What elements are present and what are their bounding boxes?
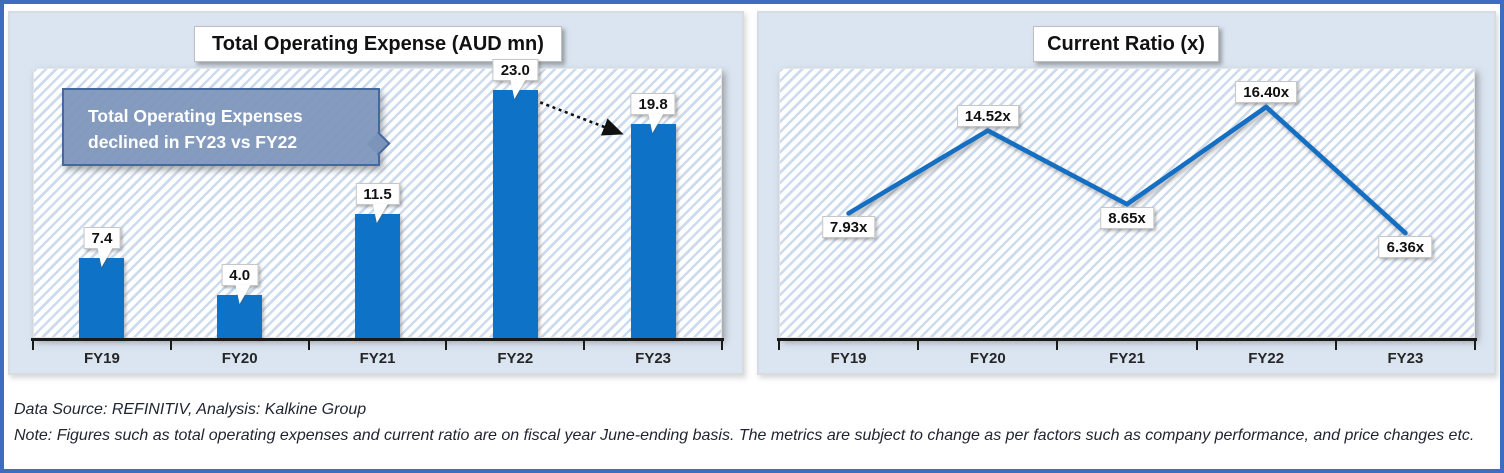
footer-notes: Data Source: REFINITIV, Analysis: Kalkin… (14, 397, 1488, 449)
x-axis-label: FY19 (83, 350, 120, 367)
x-axis-tick (169, 341, 172, 350)
line-data-label: 6.36x (1378, 236, 1433, 258)
bar-data-label: 19.8 (630, 93, 676, 116)
bar-FY19 (79, 258, 125, 338)
x-axis-label: FY19 (830, 350, 867, 367)
x-axis-tick (445, 341, 448, 350)
x-axis-label: FY22 (1248, 350, 1285, 367)
ratio-chart-title: Current Ratio (x) (1033, 26, 1219, 62)
annotation-callout: Total Operating Expenses declined in FY2… (62, 88, 380, 166)
x-axis-tick (1334, 341, 1337, 350)
line-data-label: 16.40x (1235, 80, 1298, 103)
x-axis-tick (1474, 341, 1476, 350)
line-data-label: 7.93x (821, 216, 876, 239)
decline-arrow (533, 98, 624, 136)
x-axis-label: FY21 (1109, 350, 1145, 367)
line-data-label: 14.52x (956, 104, 1019, 127)
x-axis-tick (307, 341, 310, 350)
bar-FY23 (630, 124, 676, 338)
footer-source: Data Source: REFINITIV, Analysis: Kalkin… (14, 401, 367, 418)
x-axis-tick (721, 341, 723, 350)
line-series (846, 104, 1408, 236)
x-axis-label: FY20 (221, 350, 258, 367)
x-axis-label: FY23 (635, 350, 672, 367)
x-axis-tick (778, 341, 780, 350)
x-axis (31, 338, 724, 341)
x-axis-label: FY21 (359, 350, 396, 367)
x-axis-tick (917, 341, 920, 350)
x-axis-label: FY23 (1387, 350, 1424, 367)
x-axis (777, 338, 1477, 341)
x-axis-tick (1056, 341, 1059, 350)
annotation-text: Total Operating Expenses declined in FY2… (88, 106, 303, 152)
current-ratio-line (846, 104, 1408, 236)
bar-data-label: 11.5 (355, 182, 400, 205)
figure-stage: Total Operating Expense (AUD mn) Total O… (4, 4, 1500, 469)
bar-FY21 (355, 213, 400, 338)
line-data-label: 8.65x (1100, 207, 1154, 230)
x-axis-tick (1195, 341, 1198, 350)
x-axis-tick (583, 341, 586, 350)
bar-data-label: 4.0 (221, 263, 259, 286)
bar-data-label: 7.4 (83, 227, 121, 250)
bar-data-label: 23.0 (492, 58, 538, 81)
x-axis-label: FY20 (969, 350, 1006, 367)
bar-FY22 (492, 89, 538, 338)
footer-note: Note: Figures such as total operating ex… (14, 427, 1475, 444)
x-axis-tick (32, 341, 34, 350)
expense-chart-title: Total Operating Expense (AUD mn) (194, 26, 562, 62)
x-axis-label: FY22 (497, 350, 534, 367)
